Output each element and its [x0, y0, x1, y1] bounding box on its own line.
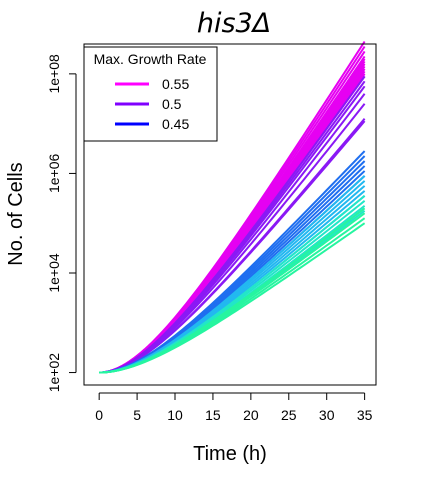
y-tick-label: 1e+06: [46, 154, 62, 194]
legend: Max. Growth Rate 0.55 0.5 0.45: [83, 46, 218, 142]
series-line-cyan-2: [99, 185, 366, 374]
legend-title: Max. Growth Rate: [94, 51, 207, 67]
x-tick-label: 20: [243, 407, 259, 423]
x-tick-label: 5: [133, 407, 141, 423]
series-lines: [99, 40, 366, 374]
series-line-green-3: [99, 222, 366, 374]
legend-box: [83, 46, 218, 142]
y-axis-label: No. of Cells: [5, 162, 27, 265]
legend-label: 0.45: [162, 116, 189, 132]
x-tick-label: 35: [357, 407, 373, 423]
legend-label: 0.55: [162, 76, 189, 92]
x-tick-label: 0: [95, 407, 103, 423]
x-axis-label: Time (h): [193, 443, 267, 465]
series-line-cyan-3: [99, 190, 366, 374]
legend-label: 0.5: [162, 96, 182, 112]
y-axis: 1e+02 1e+04 1e+06 1e+08: [46, 54, 77, 393]
y-tick-label: 1e+02: [46, 353, 62, 393]
chart-title: his3Δ: [197, 8, 271, 39]
x-tick-label: 30: [319, 407, 335, 423]
x-tick-label: 25: [281, 407, 297, 423]
series-line-blue-1: [99, 155, 366, 374]
legend-entries: 0.55 0.5 0.45: [115, 76, 189, 132]
series-line-purple-6: [99, 120, 366, 374]
y-tick-label: 1e+08: [46, 54, 62, 94]
x-axis: 0 5 10 15 20 25 30 35: [95, 392, 373, 423]
plot-frame: [83, 43, 377, 386]
y-tick-label: 1e+04: [46, 253, 62, 293]
x-tick-label: 10: [167, 407, 183, 423]
x-tick-label: 15: [205, 407, 221, 423]
